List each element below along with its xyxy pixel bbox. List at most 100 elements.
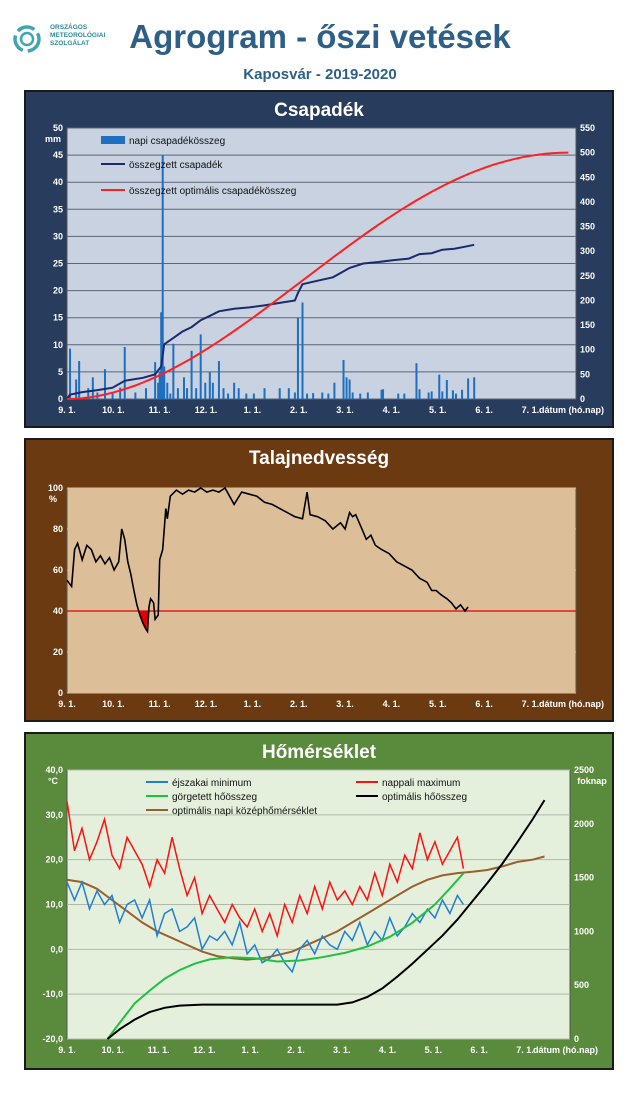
- precip-y2-tick-label: 550: [580, 123, 595, 133]
- precip-daily-bar: [359, 393, 362, 399]
- precip-daily-bar: [245, 393, 248, 399]
- temp-x-tick-label: 7. 1.: [516, 1045, 534, 1055]
- precip-daily-bar: [278, 388, 281, 399]
- temp-optimal-daily-mean-line: [66, 855, 545, 961]
- temp-day-max-line: [66, 801, 465, 939]
- precip-daily-bar: [366, 392, 369, 399]
- soil-x-tick-label: 5. 1.: [429, 699, 447, 709]
- legend-label-optimal: összegzett optimális csapadékösszeg: [129, 186, 296, 197]
- precip-daily-bar: [182, 377, 185, 399]
- precip-y2-tick-label: 150: [580, 320, 595, 330]
- temp-x-tick-label: 11. 1.: [148, 1045, 170, 1055]
- precip-daily-bar: [103, 369, 106, 399]
- precip-daily-bar: [186, 388, 189, 399]
- temp-x-tick-label: 2. 1.: [287, 1045, 305, 1055]
- precip-daily-bar: [158, 371, 161, 399]
- soil-x-tick-label: 11. 1.: [149, 699, 171, 709]
- soil-y-tick-label: 0: [58, 688, 63, 698]
- soil-x-tick-label: 1. 1.: [244, 699, 262, 709]
- temp-y2-tick-label: 2000: [574, 819, 594, 829]
- page-subtitle: Kaposvár - 2019-2020: [243, 66, 397, 83]
- precip-y2-tick-label: 500: [580, 148, 595, 158]
- soil-x-tick-label: 3. 1.: [336, 699, 354, 709]
- precip-daily-bar: [380, 389, 383, 399]
- precip-y2-tick-label: 50: [580, 369, 590, 379]
- temp-y-tick-label: 40,0: [45, 765, 63, 775]
- precip-x-tick-label: 5. 1.: [429, 405, 447, 415]
- precip-daily-bar: [441, 391, 444, 399]
- precip-y-tick-label: 45: [53, 150, 63, 160]
- temp-y-tick-label: 10,0: [45, 900, 63, 910]
- precip-daily-bar: [145, 388, 148, 399]
- temp-y-tick-label: 0,0: [50, 944, 63, 954]
- soil-x-tick-label: 7. 1.: [522, 699, 540, 709]
- precip-daily-bar: [227, 393, 230, 399]
- logo-icon: [13, 25, 41, 53]
- precip-daily-bar: [348, 379, 351, 399]
- soil-x-tick-label: 10. 1.: [102, 699, 125, 709]
- precip-x-tick-label: 10. 1.: [102, 405, 125, 415]
- soil-y-tick-label: 80: [53, 524, 63, 534]
- precip-daily-bar: [301, 302, 304, 399]
- precip-y-tick-label: 50: [53, 123, 63, 133]
- temp-x-tick-label: 10. 1.: [102, 1045, 125, 1055]
- legend-label-daily: napi csapadékösszeg: [129, 136, 225, 147]
- precip-daily-bar: [233, 382, 236, 399]
- precip-daily-bar: [123, 346, 126, 399]
- precip-daily-bar: [461, 389, 464, 399]
- precip-daily-bar: [415, 363, 418, 399]
- temp-y2-tick-label: 1000: [574, 926, 594, 936]
- precip-daily-bar: [75, 379, 78, 399]
- soil-x-tick-label: 12. 1.: [195, 699, 218, 709]
- precipitation-panel: Csapadék 0 5 10 15 20 25 30 35 40 45 50 0 50 100 150 20…: [24, 90, 614, 428]
- precip-daily-bar: [445, 380, 448, 399]
- precip-y-tick-label: 25: [53, 259, 63, 269]
- soil-y-axis-label: %: [49, 494, 57, 504]
- precip-daily-bar: [293, 392, 296, 399]
- soil-x-tick-label: 6. 1.: [475, 699, 493, 709]
- soil-moisture-chart: 0 20 40 60 80 100 9. 1. 10. 1. 11. 1. 12. 1. 1. 1.…: [48, 483, 604, 709]
- precip-y2-tick-label: 250: [580, 271, 595, 281]
- precip-y2-tick-label: 0: [580, 394, 585, 404]
- soil-moisture-line: [66, 486, 469, 634]
- precip-daily-bar: [342, 359, 345, 399]
- precip-daily-bar: [161, 155, 164, 399]
- precip-y-tick-label: 35: [53, 204, 63, 214]
- legend-label-cumulative: összegzett csapadék: [129, 160, 223, 171]
- precip-daily-bar: [176, 388, 179, 399]
- soil-moisture-title: Talajnedvesség: [248, 448, 390, 469]
- precip-daily-bar: [473, 377, 476, 399]
- precip-x-tick-label: 6. 1.: [475, 405, 493, 415]
- soil-y-tick-label: 40: [53, 606, 63, 616]
- precip-daily-bar: [111, 392, 114, 399]
- precip-daily-bar: [327, 393, 330, 399]
- precip-daily-bar: [296, 317, 299, 399]
- precip-daily-bar: [222, 388, 225, 399]
- temp-rolling-heat-sum-line: [106, 872, 465, 1040]
- precip-y2-tick-label: 450: [580, 172, 595, 182]
- legend-swatch-daily: [101, 136, 125, 144]
- precip-cumulative-line: [66, 243, 475, 400]
- precip-daily-bar: [190, 350, 193, 399]
- temp-y2-tick-label: 0: [574, 1034, 579, 1044]
- soil-x-tick-label: 2. 1.: [290, 699, 308, 709]
- soil-y-tick-label: 60: [53, 565, 63, 575]
- temp-y-tick-label: 20,0: [45, 855, 63, 865]
- precip-x-tick-label: 9. 1.: [58, 405, 76, 415]
- soil-x-axis-label: dátum (hó.nap): [539, 699, 604, 709]
- precip-daily-bar: [438, 374, 441, 399]
- precip-daily-bar: [467, 378, 470, 399]
- precip-daily-bar: [169, 393, 172, 399]
- precip-daily-bar: [157, 382, 160, 399]
- temp-x-tick-label: 12. 1.: [193, 1045, 216, 1055]
- precip-x-tick-label: 7. 1.: [522, 405, 540, 415]
- legend-label-rolling-heat-sum: görgetett hőösszeg: [172, 792, 257, 803]
- precip-x-tick-label: 11. 1.: [149, 405, 171, 415]
- precip-daily-bar: [427, 392, 430, 399]
- precip-daily-bar: [217, 361, 220, 399]
- soil-x-tick-label: 4. 1.: [383, 699, 401, 709]
- temp-y2-axis-label: foknap: [577, 776, 607, 786]
- precip-daily-bar: [333, 382, 336, 399]
- precip-y2-tick-label: 300: [580, 246, 595, 256]
- soil-plot-area: [66, 487, 577, 694]
